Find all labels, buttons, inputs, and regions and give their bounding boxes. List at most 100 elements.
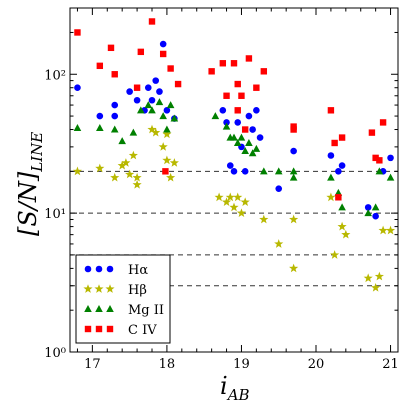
data-point	[289, 263, 299, 273]
data-point	[74, 84, 81, 92]
data-point	[335, 168, 342, 175]
data-point	[371, 203, 380, 211]
data-point	[274, 239, 284, 248]
x-tick-label: 20	[308, 357, 325, 372]
data-point	[233, 192, 243, 202]
data-point	[253, 107, 260, 114]
data-point	[385, 225, 396, 235]
data-point	[111, 112, 119, 120]
legend-marker	[94, 284, 104, 293]
data-point	[163, 107, 171, 114]
y-axis-label: [S/N]LINE	[14, 132, 46, 236]
legend: Hα Hβ Mg II C IV	[75, 254, 171, 344]
data-point	[132, 179, 142, 189]
legend-item: C IV	[84, 323, 157, 338]
legend-marker	[84, 265, 92, 273]
data-point	[223, 119, 230, 126]
data-point	[256, 134, 264, 141]
data-point	[110, 172, 120, 182]
data-point	[341, 229, 351, 239]
legend-box	[75, 254, 171, 344]
legend-marker	[95, 305, 103, 312]
data-point	[129, 128, 138, 136]
data-point	[159, 40, 167, 48]
data-point	[214, 192, 224, 202]
data-point	[156, 88, 163, 95]
data-point	[211, 112, 220, 120]
data-point	[234, 107, 241, 114]
data-point	[241, 126, 249, 133]
data-point	[132, 172, 142, 182]
data-point	[125, 169, 135, 179]
data-point	[230, 133, 238, 141]
legend-marker	[106, 265, 114, 273]
data-point	[289, 214, 299, 224]
data-point	[387, 154, 394, 162]
data-point	[335, 194, 342, 201]
data-point	[331, 139, 338, 147]
data-point	[155, 98, 164, 106]
data-point	[374, 271, 384, 281]
data-point	[163, 125, 171, 133]
data-point	[274, 167, 283, 175]
data-point	[229, 202, 239, 212]
series-0	[74, 40, 394, 220]
data-point	[234, 119, 242, 126]
legend-marker	[84, 325, 92, 333]
data-point	[96, 112, 104, 120]
data-point	[253, 84, 260, 91]
data-point	[107, 44, 115, 52]
data-point	[226, 162, 234, 169]
data-point	[147, 124, 157, 134]
data-point	[248, 149, 257, 157]
data-point	[144, 84, 152, 92]
data-point	[223, 92, 230, 99]
data-point	[379, 119, 387, 126]
data-point	[133, 84, 141, 91]
legend-marker	[106, 305, 114, 312]
data-point	[148, 18, 156, 25]
data-point	[371, 282, 381, 292]
data-point	[376, 157, 383, 164]
data-point	[118, 137, 126, 145]
data-point	[327, 152, 335, 159]
data-point	[117, 160, 127, 170]
data-point	[368, 129, 376, 136]
data-point	[252, 144, 261, 152]
data-point	[372, 212, 379, 220]
legend-marker	[95, 265, 103, 273]
data-point	[222, 122, 231, 130]
data-point	[330, 250, 340, 259]
data-point	[74, 29, 81, 36]
data-point	[249, 126, 256, 133]
data-point	[111, 71, 118, 78]
data-point	[290, 147, 297, 155]
data-point	[137, 48, 145, 56]
legend-label: Hβ	[128, 283, 147, 298]
data-point	[166, 101, 175, 109]
y-tick-label: 10²	[44, 68, 66, 83]
data-point	[236, 208, 247, 218]
data-point	[364, 204, 372, 211]
x-tick-label: 21	[382, 357, 399, 372]
data-point	[260, 68, 268, 75]
data-point	[133, 96, 141, 104]
series-2	[73, 98, 395, 217]
data-point	[230, 60, 238, 67]
data-point	[162, 155, 172, 165]
data-point	[219, 60, 227, 67]
data-point	[159, 112, 167, 120]
data-point	[241, 147, 249, 155]
data-point	[275, 185, 283, 192]
data-points	[72, 18, 396, 292]
data-point	[230, 168, 238, 175]
legend-marker	[106, 325, 114, 333]
data-point	[372, 154, 379, 162]
legend-marker	[83, 284, 93, 293]
data-point	[245, 138, 253, 146]
legend-label: C IV	[128, 323, 157, 338]
data-point	[289, 167, 298, 175]
legend-item: Hβ	[83, 283, 147, 298]
legend-label: Mg II	[128, 303, 164, 318]
data-point	[327, 173, 335, 181]
